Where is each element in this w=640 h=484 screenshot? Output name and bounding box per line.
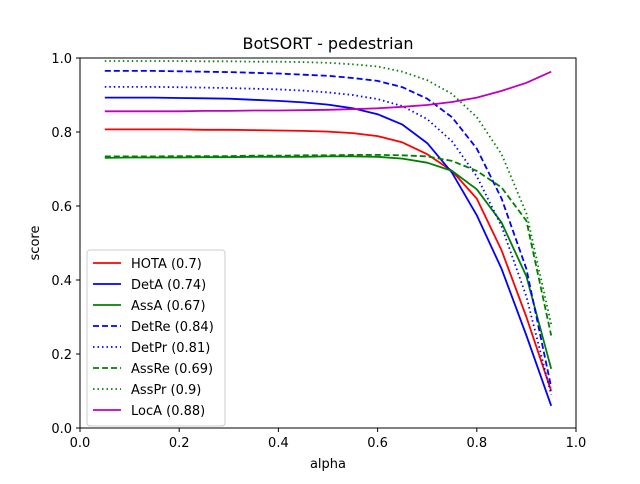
x-axis-label: alpha [310, 457, 346, 472]
y-tick-label: 0.6 [51, 200, 72, 215]
x-tick-label: 0.4 [268, 436, 289, 451]
y-axis-label: score [28, 226, 43, 261]
x-tick-label: 1.0 [566, 436, 587, 451]
y-tick-label: 0.2 [51, 348, 72, 363]
legend-entry: HOTA (0.7) [131, 257, 202, 272]
series-line-1 [104, 96, 553, 407]
legend-entry: DetA (0.74) [131, 278, 206, 293]
series-line-7 [104, 70, 552, 113]
legend-entry: LocA (0.88) [131, 404, 205, 419]
legend-box [86, 249, 226, 427]
y-tick-label: 1.0 [51, 52, 72, 67]
series-layer [104, 60, 553, 407]
y-tick-label: 0.8 [51, 126, 72, 141]
series-line-3 [104, 70, 553, 388]
series-line-0 [104, 128, 553, 392]
y-tick-label: 0.0 [51, 422, 72, 437]
legend: HOTA (0.7) DetA (0.74) AssA (0.67) DetRe (0… [86, 249, 226, 427]
legend-entry: AssPr (0.9) [131, 383, 201, 398]
legend-entry: DetPr (0.81) [131, 341, 210, 356]
x-tick-label: 0.8 [466, 436, 487, 451]
x-tick-label: 0.0 [70, 436, 91, 451]
x-tick-label: 0.2 [169, 436, 190, 451]
legend-entry: AssRe (0.69) [131, 362, 213, 377]
chart-title: BotSORT - pedestrian [242, 34, 413, 53]
x-tick-label: 0.6 [367, 436, 388, 451]
legend-entry: AssA (0.67) [131, 299, 206, 314]
ticks-layer: 0.0 0.2 0.4 0.6 0.8 1.0 0.0 0.2 0.4 0.6 0.8 1.0 [51, 52, 586, 451]
y-tick-label: 0.4 [51, 274, 72, 289]
series-line-5 [104, 153, 553, 336]
series-line-2 [104, 155, 553, 370]
legend-entry: DetRe (0.84) [131, 320, 214, 335]
plot-frame [79, 57, 577, 429]
